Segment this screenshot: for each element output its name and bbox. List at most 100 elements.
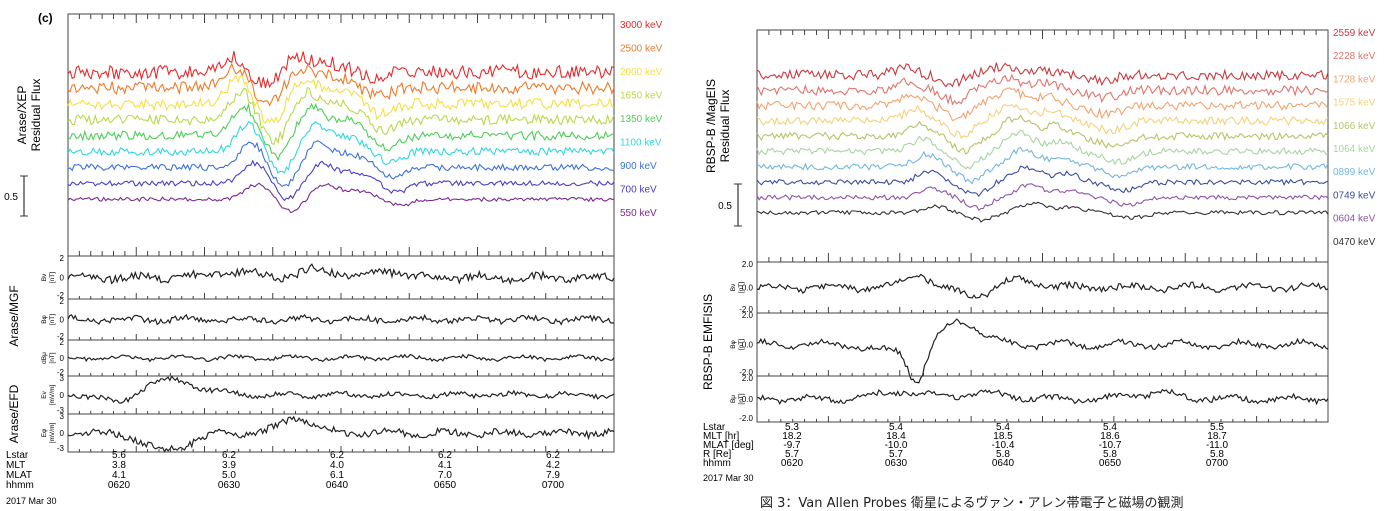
field-tick-label: -2.0	[739, 368, 753, 377]
field-ylabel: [nT]	[738, 282, 745, 293]
flux-series-line	[756, 104, 1329, 140]
field-tick-label: 2.0	[742, 311, 754, 320]
field-ylabel: Eφ	[41, 429, 48, 438]
flux-series-label: 0604 keV	[1333, 214, 1376, 225]
field-ylabel: dBμ	[41, 352, 48, 364]
field-ylabel: Bφ	[41, 315, 48, 324]
flux-series-label: 1575 keV	[1333, 98, 1376, 109]
flux-series-line	[67, 182, 615, 214]
ephemeris-value: 0630	[885, 458, 908, 469]
ephemeris-value: -10.7	[1099, 440, 1122, 451]
flux-series-line	[67, 102, 615, 162]
field-tick-label: 2	[60, 254, 65, 263]
ephemeris-value: 6.2	[330, 450, 344, 461]
flux-series-label: 1650 keV	[620, 91, 663, 102]
field-ylabel: Bφ	[730, 340, 737, 349]
field-tick-label: 0	[60, 316, 65, 325]
field-tick-label: 0	[60, 354, 65, 363]
ephemeris-value: 5.8	[996, 449, 1010, 460]
field-tick-label: 0	[60, 429, 65, 438]
ephemeris-value: 0640	[992, 458, 1015, 469]
field-tick-label: -2	[57, 291, 65, 300]
ephemeris-value: 18.2	[782, 431, 802, 442]
flux-series-line	[756, 165, 1329, 198]
flux-series-label: 1064 keV	[1333, 144, 1376, 155]
field-tick-label: 0.0	[742, 395, 754, 404]
flux-series-label: 1100 keV	[620, 138, 662, 149]
flux-series-label: 0749 keV	[1333, 190, 1376, 201]
flux-series-line	[67, 159, 615, 202]
flux-series-label: 2228 keV	[1333, 51, 1376, 62]
ephemeris-row-label: MLT	[6, 460, 25, 471]
ephemeris-row-label: MLAT [deg]	[703, 440, 754, 451]
field-group-label: Arase/EFD	[7, 384, 21, 443]
panel-1: (c) Arase/XEP Residual Flux 0.5 3000 keV 2500…	[4, 11, 662, 506]
field-tick-label: 3	[60, 374, 65, 383]
field-tick-label: -2.0	[739, 414, 753, 423]
flux-series-line	[756, 129, 1329, 170]
ephemeris-value: 18.6	[1100, 431, 1120, 442]
field-tick-label: -3	[57, 406, 65, 415]
scale-bar-label: 0.5	[4, 192, 18, 203]
flux-series-line	[756, 73, 1329, 106]
field-series-line	[67, 313, 615, 326]
field-series-line	[67, 263, 615, 286]
flux-series-line	[67, 62, 615, 107]
ephemeris-value: 0700	[542, 480, 565, 491]
ephemeris-value: 3.8	[112, 460, 126, 471]
ephemeris-value: 5.5	[1210, 422, 1224, 433]
ephemeris-value: 18.7	[1207, 431, 1227, 442]
field-series-line	[756, 388, 1329, 406]
field-tick-label: 0.0	[742, 284, 754, 293]
ephemeris-value: 5.6	[112, 450, 126, 461]
ephemeris-row-label: Lstar	[703, 422, 726, 433]
flux-series-label: 700 keV	[620, 185, 657, 196]
ephemeris-value: 5.4	[1103, 422, 1117, 433]
ephemeris-date: 2017 Mar 30	[6, 496, 57, 506]
field-panel-frame	[756, 375, 1329, 423]
flux-ylabel-1: RBSP-B /MagEIS	[704, 79, 718, 173]
field-series-line	[67, 375, 615, 404]
flux-series-line	[67, 140, 615, 187]
ephemeris-row-label: hhmm	[6, 480, 34, 491]
ephemeris-value: 4.1	[438, 460, 452, 471]
ephemeris-value: 6.2	[222, 450, 236, 461]
flux-series-label: 900 keV	[620, 161, 657, 172]
ephemeris-date: 2017 Mar 30	[703, 473, 754, 483]
field-tick-label: -2.0	[739, 305, 753, 314]
field-series-line	[756, 273, 1329, 299]
ephemeris-value: -10.4	[992, 440, 1015, 451]
ephemeris-value: 0700	[1206, 458, 1229, 469]
scale-bar-label: 0.5	[718, 201, 732, 212]
ephemeris-value: -11.0	[1206, 440, 1228, 451]
figure-caption: 図 3：Van Allen Probes 衛星によるヴァン・アレン帯電子と磁場の…	[760, 496, 1184, 511]
ephemeris-value: 0650	[1099, 458, 1122, 469]
ephemeris-row-label: hhmm	[703, 458, 731, 469]
field-tick-label: 2	[60, 297, 65, 306]
flux-series-label: 3000 keV	[620, 20, 663, 31]
field-tick-label: 0	[60, 391, 65, 400]
ephemeris-value: 0640	[326, 480, 349, 491]
ephemeris-value: 7.9	[546, 470, 560, 481]
ephemeris-value: 6.1	[330, 470, 344, 481]
flux-series-line	[67, 120, 615, 175]
panel-2: RBSP-B /MagEIS Residual Flux 0.5 2559 keV 22…	[701, 28, 1376, 483]
flux-series-label: 1728 keV	[1333, 74, 1376, 85]
field-ylabel: [nT]	[49, 272, 56, 283]
field-ylabel: [nT]	[738, 339, 745, 350]
ephemeris-value: 5.7	[889, 449, 903, 460]
flux-series-label: 0470 keV	[1333, 237, 1376, 248]
field-tick-label: -2	[57, 332, 65, 341]
ephemeris-row-label: MLAT	[6, 470, 32, 481]
flux-series-line	[67, 74, 615, 124]
flux-series-label: 550 keV	[620, 208, 657, 219]
field-tick-label: 2.0	[742, 260, 754, 269]
ephemeris-value: -9.7	[783, 440, 801, 451]
flux-series-line	[756, 146, 1329, 185]
field-ylabel: [nT]	[49, 352, 56, 363]
flux-series-line	[756, 183, 1329, 212]
field-series-line	[67, 353, 615, 363]
field-ylabel: [mV/m]	[49, 385, 56, 406]
field-tick-label: -3	[57, 444, 65, 453]
flux-series-label: 2559 keV	[1333, 28, 1376, 39]
